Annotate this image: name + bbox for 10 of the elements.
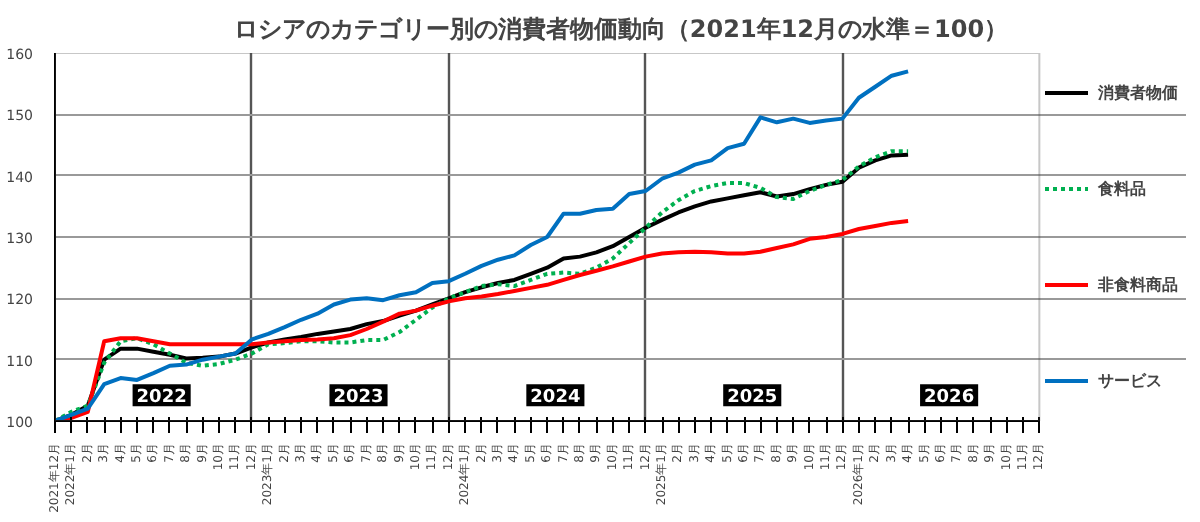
annotation: 2025 xyxy=(727,388,778,409)
annotation: 2022 xyxy=(136,388,187,409)
legend-label: 消費者物価 xyxy=(1098,81,1178,103)
legend-label: サービス xyxy=(1098,369,1162,391)
legend-label: 非食料商品 xyxy=(1098,273,1178,295)
annotation: 2026 xyxy=(924,388,975,409)
legend-label: 食料品 xyxy=(1098,177,1146,199)
annotation: 2023 xyxy=(333,388,384,409)
chart-title: ロシアのカテゴリー別の消費者物価動向（2021年12月の水準＝100） xyxy=(233,15,1009,43)
annotation: 2024 xyxy=(530,388,581,409)
